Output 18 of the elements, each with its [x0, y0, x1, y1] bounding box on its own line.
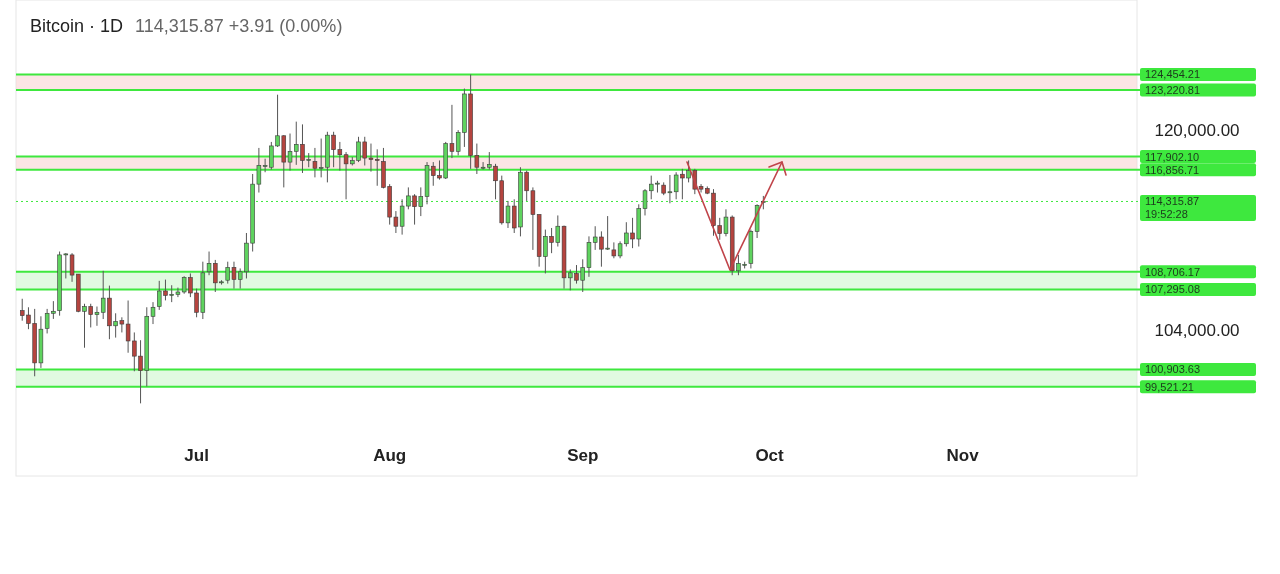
ref-line-label: 108,706.17 [1145, 265, 1201, 278]
ref-line-label: 124,454.21 [1145, 68, 1201, 81]
x-tick-label: Aug [373, 445, 407, 465]
y-tick-label: 104,000.00 [1154, 321, 1240, 341]
ref-line-label: 99,521.21 [1145, 380, 1194, 393]
ref-line-label: 107,295.08 [1145, 283, 1201, 296]
y-tick-label: 120,000.00 [1154, 120, 1240, 140]
text: 114,315.87 +3.91 (0.00%) [135, 16, 343, 36]
ref-line-label: 123,220.81 [1145, 83, 1201, 96]
ref-line-label: 114,315.87 19:52:28 [1145, 195, 1200, 221]
ref-line-label: 100,903.63 [1145, 363, 1201, 376]
text: Bitcoin · 1D [30, 16, 124, 36]
x-tick-label: Jul [184, 445, 209, 465]
x-tick-label: Sep [567, 445, 599, 465]
ref-line-label: 117,902.10 [1145, 150, 1200, 163]
x-tick-label: Nov [946, 445, 980, 465]
x-tick-label: Oct [755, 445, 785, 465]
ref-line-label: 116,856.71 [1145, 163, 1200, 176]
